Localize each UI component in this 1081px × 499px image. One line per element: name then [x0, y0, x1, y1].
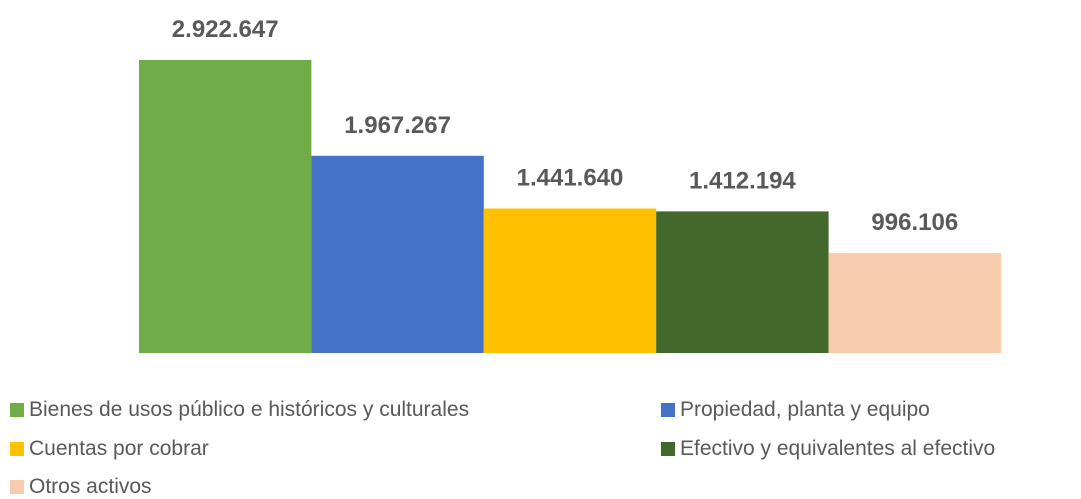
value-label-bienes: 2.922.647 [172, 16, 279, 43]
bar-bienes[interactable] [139, 60, 312, 353]
value-label-cuentas: 1.441.640 [517, 165, 624, 192]
bar-propiedad[interactable] [311, 155, 484, 353]
legend-item-efectivo[interactable]: Efectivo y equivalentes al efectivo [661, 437, 995, 461]
bar-chart: 2.922.647 1.967.267 1.441.640 1.412.194 996.… [139, 16, 1001, 353]
legend-label: Otros activos [29, 475, 152, 498]
bar-efectivo[interactable] [656, 211, 829, 353]
legend-swatch [661, 442, 675, 456]
legend-item-otros[interactable]: Otros activos [10, 475, 152, 499]
bar-cuentas[interactable] [483, 208, 657, 354]
legend-swatch [661, 403, 675, 417]
chart-area: 2.922.647 1.967.267 1.441.640 1.412.194 996.… [139, 16, 1001, 353]
value-label-efectivo: 1.412.194 [689, 167, 796, 194]
legend-item-propiedad[interactable]: Propiedad, planta y equipo [661, 398, 930, 422]
legend-swatch [10, 480, 24, 494]
legend-swatch [10, 403, 24, 417]
value-labels-group: 2.922.647 1.967.267 1.441.640 1.412.194 996.… [172, 16, 958, 236]
legend-item-cuentas[interactable]: Cuentas por cobrar [10, 437, 209, 461]
legend-label: Bienes de usos público e históricos y cu… [29, 398, 470, 421]
bars-group [139, 60, 1001, 353]
legend-item-bienes[interactable]: Bienes de usos público e históricos y cu… [10, 398, 469, 422]
bar-otros[interactable] [828, 253, 1001, 353]
legend-label: Efectivo y equivalentes al efectivo [680, 437, 996, 460]
value-label-propiedad: 1.967.267 [344, 112, 451, 139]
legend-swatch [10, 442, 24, 456]
value-label-otros: 996.106 [871, 209, 958, 236]
legend-label: Cuentas por cobrar [29, 437, 209, 460]
legend-label: Propiedad, planta y equipo [680, 398, 930, 421]
